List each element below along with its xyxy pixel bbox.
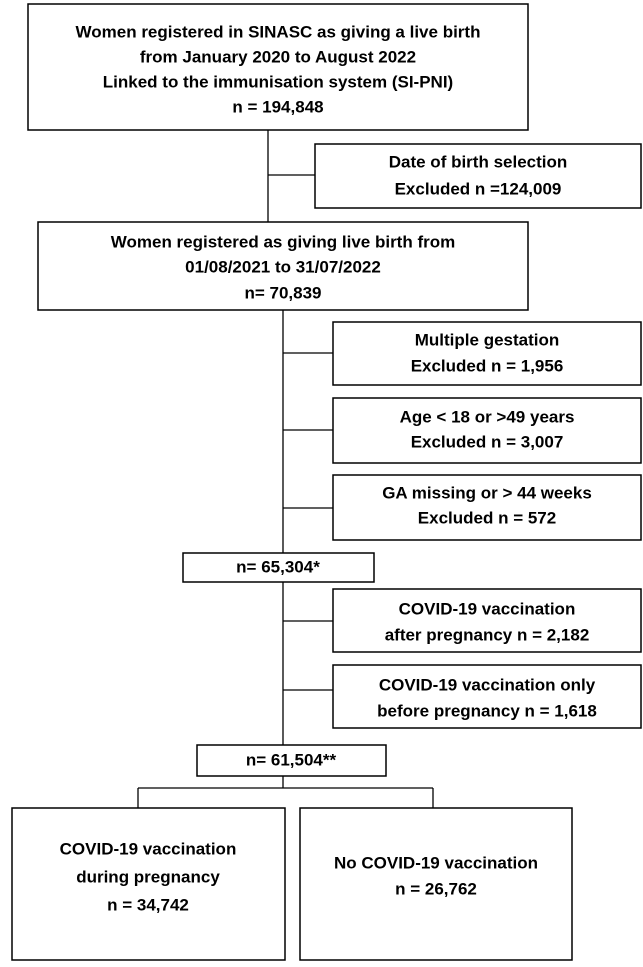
box	[299, 807, 573, 961]
box	[332, 321, 642, 386]
box-text: No COVID-19 vaccination	[334, 853, 538, 872]
box-text: Multiple gestation	[415, 330, 560, 349]
box-text: Age < 18 or >49 years	[400, 407, 575, 426]
box-text: after pregnancy n = 2,182	[385, 625, 590, 644]
box	[314, 143, 642, 209]
box-text: Excluded n = 3,007	[411, 432, 564, 451]
box-text: Excluded n =124,009	[395, 179, 562, 198]
box-text: Women registered as giving live birth fr…	[111, 232, 455, 251]
box-text: Linked to the immunisation system (SI-PN…	[103, 72, 453, 91]
box-text: COVID-19 vaccination	[60, 839, 237, 858]
box-text: GA missing or > 44 weeks	[382, 483, 592, 502]
box-text: 01/08/2021 to 31/07/2022	[185, 257, 381, 276]
box	[37, 221, 529, 311]
connectors	[137, 130, 434, 808]
box	[332, 664, 642, 729]
box-text: COVID-19 vaccination	[399, 599, 576, 618]
box	[27, 3, 529, 131]
box	[182, 552, 375, 583]
box-text: before pregnancy n = 1,618	[377, 701, 597, 720]
box	[11, 807, 286, 961]
box-text: n= 65,304*	[236, 557, 320, 576]
box-text: n = 34,742	[107, 895, 189, 914]
box	[332, 588, 642, 653]
box-text: during pregnancy	[76, 867, 220, 886]
box-text: Women registered in SINASC as giving a l…	[76, 22, 481, 41]
box-text: n= 70,839	[244, 283, 321, 302]
box-text: n = 194,848	[232, 97, 323, 116]
box-text: Date of birth selection	[389, 152, 568, 171]
box-text: n= 61,504**	[246, 750, 337, 769]
box	[196, 744, 387, 777]
box	[332, 474, 642, 541]
box-text: COVID-19 vaccination only	[379, 675, 596, 694]
box-text: Excluded n = 1,956	[411, 356, 564, 375]
box-text: n = 26,762	[395, 879, 477, 898]
box-text: Excluded n = 572	[418, 508, 556, 527]
box	[332, 397, 642, 464]
box-text: from January 2020 to August 2022	[140, 47, 416, 66]
